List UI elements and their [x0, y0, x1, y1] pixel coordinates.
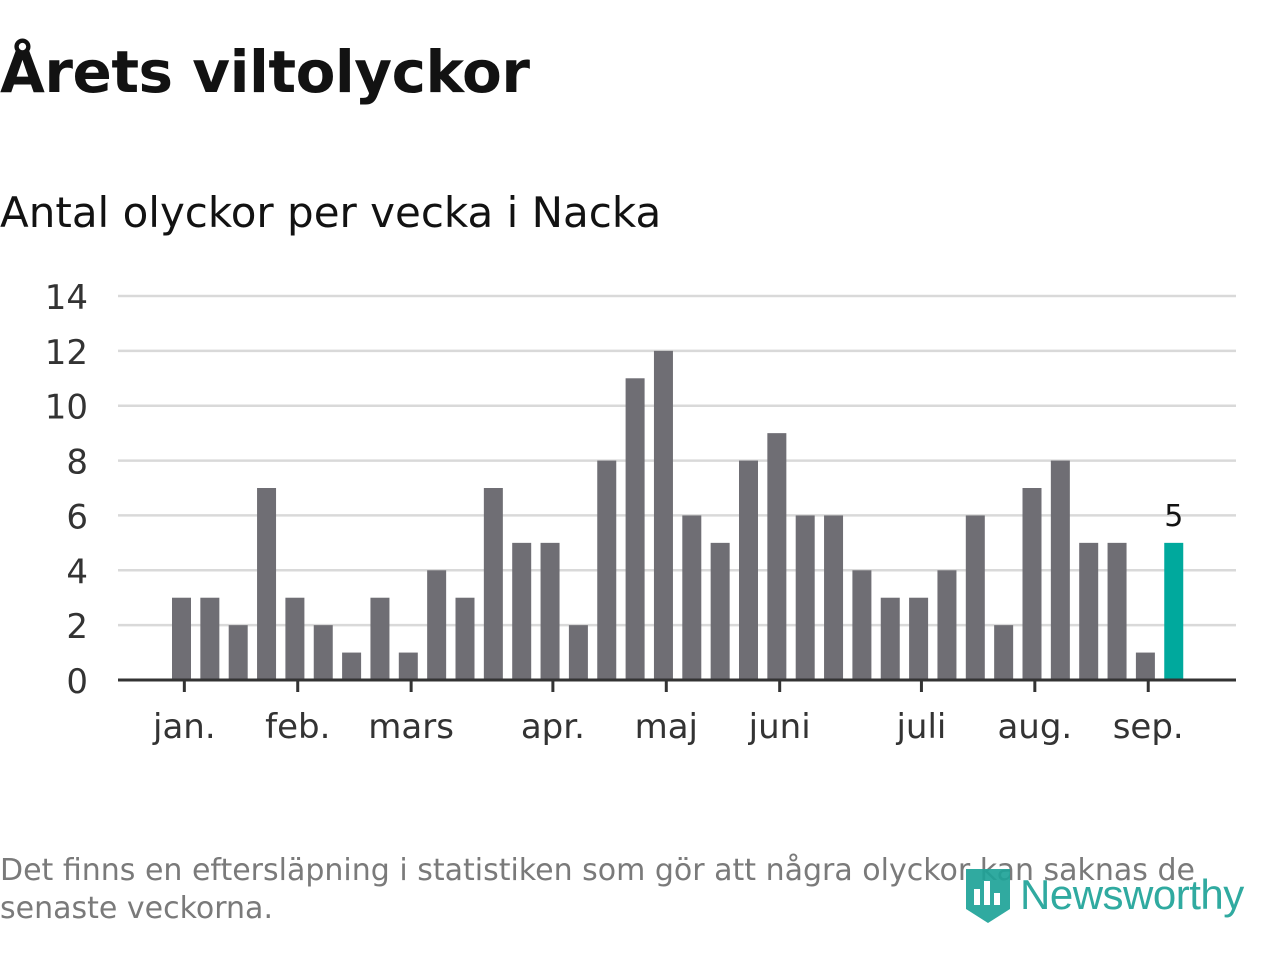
- x-tick-label: aug.: [997, 707, 1072, 747]
- chart-subtitle: Antal olyckor per vecka i Nacka: [0, 188, 662, 237]
- y-tick-label: 2: [66, 607, 88, 647]
- y-tick-label: 10: [45, 388, 88, 428]
- bar: [625, 378, 645, 680]
- bar: [909, 597, 929, 680]
- x-tick-label: mars: [368, 707, 454, 747]
- x-tick-label: apr.: [521, 707, 585, 747]
- bar: [682, 515, 702, 680]
- bar-chart: 0 2 4 6 8 10 12 14 jan. feb. mars apr. maj juni juli au…: [45, 278, 1236, 747]
- x-tick-label: juni: [748, 707, 811, 747]
- bar: [739, 460, 758, 680]
- bar: [370, 597, 390, 680]
- bar: [965, 515, 985, 680]
- bar: [880, 597, 900, 680]
- bar: [398, 652, 418, 680]
- x-tick-label: feb.: [265, 707, 330, 747]
- bar: [427, 570, 447, 680]
- data-label: 5: [1164, 499, 1183, 534]
- bar: [285, 597, 305, 680]
- y-tick-label: 14: [45, 278, 88, 318]
- logo-text: Newsworthy: [1020, 871, 1244, 918]
- y-tick-label: 6: [66, 497, 88, 537]
- bar: [455, 597, 475, 680]
- bar: [1107, 542, 1127, 680]
- bar: [200, 597, 220, 680]
- x-tick-label: juli: [895, 707, 946, 747]
- bar: [795, 515, 815, 680]
- bar: [342, 652, 362, 680]
- chart-title: Årets viltolyckor: [0, 38, 530, 106]
- y-tick-label: 0: [66, 662, 88, 702]
- bar: [1050, 460, 1070, 680]
- bar-chart-pin-icon: [966, 869, 1010, 923]
- bar: [483, 488, 503, 680]
- x-tick-label: maj: [635, 707, 698, 747]
- bar: [937, 570, 957, 680]
- newsworthy-logo: Newsworthy: [962, 862, 1280, 928]
- bar: [1022, 488, 1042, 680]
- bar: [172, 597, 191, 680]
- bar: [767, 433, 787, 680]
- bar: [540, 542, 560, 680]
- bar: [568, 625, 588, 680]
- bar: [257, 488, 277, 680]
- y-tick-label: 4: [66, 552, 88, 592]
- bar: [228, 625, 248, 680]
- bar: [653, 350, 673, 680]
- bar: [597, 460, 617, 680]
- bar: [1079, 542, 1099, 680]
- bar: [824, 515, 844, 680]
- bar: [852, 570, 872, 680]
- bar: [710, 542, 730, 680]
- x-tick-label: sep.: [1113, 707, 1184, 747]
- x-tick-label: jan.: [152, 707, 216, 747]
- bar: [512, 542, 532, 680]
- bar-highlight: [1164, 542, 1184, 680]
- y-tick-label: 8: [66, 443, 88, 483]
- y-tick-label: 12: [45, 333, 88, 373]
- bar: [994, 625, 1014, 680]
- bar: [313, 625, 333, 680]
- bar: [1135, 652, 1155, 680]
